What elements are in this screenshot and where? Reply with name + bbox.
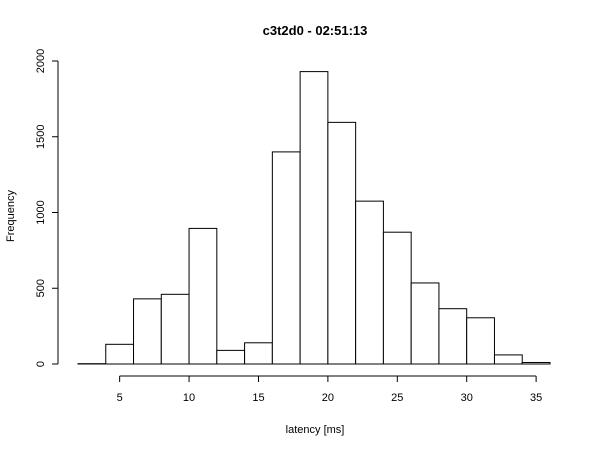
- histogram-bar: [272, 152, 300, 364]
- histogram-bar: [383, 232, 411, 364]
- x-tick-label: 30: [461, 392, 473, 404]
- x-tick-label: 35: [530, 392, 542, 404]
- histogram-bar: [189, 228, 217, 364]
- y-tick-label: 0: [35, 361, 47, 367]
- histogram-bar: [161, 294, 189, 364]
- bars-group: [78, 72, 550, 364]
- x-tick-label: 5: [117, 392, 123, 404]
- y-tick-label: 1500: [35, 125, 47, 149]
- y-tick-label: 1000: [35, 200, 47, 224]
- y-axis: 0 500 1000 1500 2000: [35, 49, 58, 367]
- histogram-bar: [217, 350, 245, 364]
- x-tick-label: 15: [252, 392, 264, 404]
- x-tick-label: 25: [391, 392, 403, 404]
- histogram-bar: [522, 362, 550, 364]
- histogram-bar: [439, 309, 467, 364]
- histogram-bar: [494, 355, 522, 364]
- histogram-bar: [300, 72, 328, 364]
- x-tick-label: 10: [183, 392, 195, 404]
- histogram-bar: [328, 122, 356, 364]
- histogram-bar: [245, 343, 273, 364]
- chart-title: c3t2d0 - 02:51:13: [263, 23, 368, 38]
- histogram-bar: [411, 283, 439, 364]
- x-axis: 5 10 15 20 25 30 35: [117, 376, 543, 404]
- histogram-bar: [467, 318, 495, 364]
- histogram-bar: [106, 344, 134, 364]
- y-tick-label: 2000: [35, 49, 47, 73]
- x-tick-label: 20: [322, 392, 334, 404]
- histogram-bar: [356, 201, 384, 364]
- histogram-bar: [134, 299, 162, 364]
- y-tick-label: 500: [35, 279, 47, 297]
- x-axis-label: latency [ms]: [286, 424, 345, 436]
- y-axis-label: Frequency: [5, 190, 17, 242]
